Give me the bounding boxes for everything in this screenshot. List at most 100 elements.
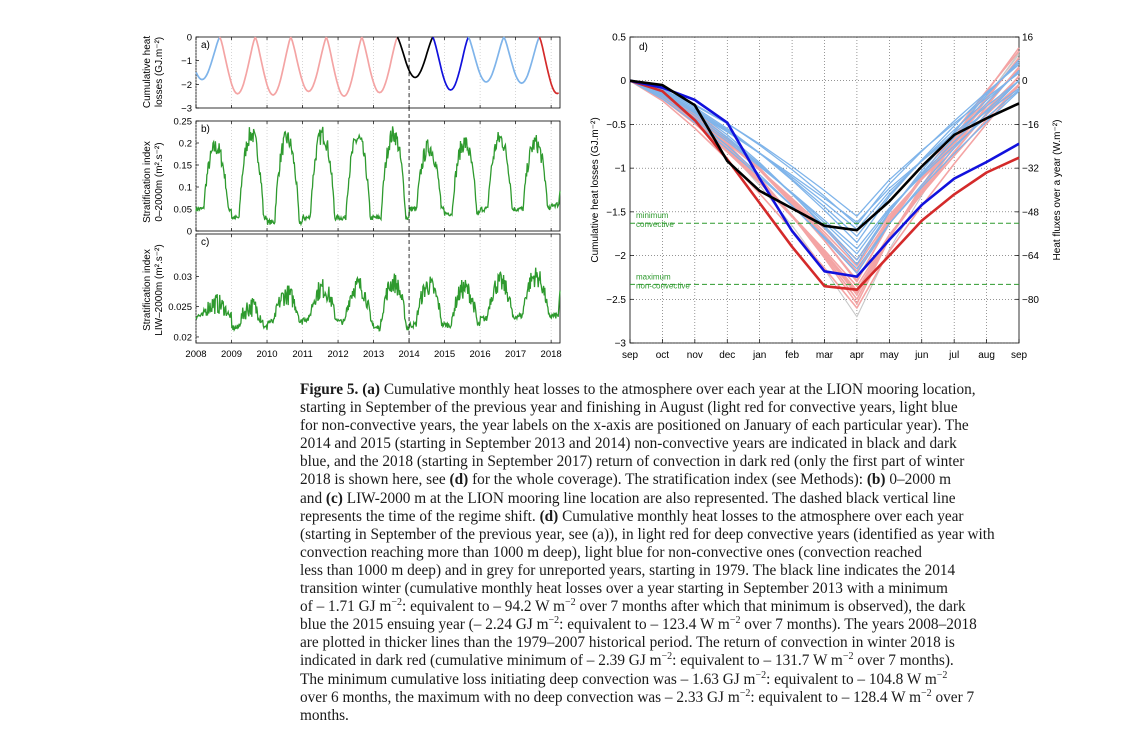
caption-superscript: −2	[565, 597, 576, 609]
caption-line: are plotted in thicker lines than the 19…	[300, 634, 955, 652]
x-tick-label: 2014	[399, 349, 420, 360]
panel-a-ylabel-2: losses (GJ.m⁻²)	[154, 37, 165, 107]
panel-a-year-curve	[361, 36, 399, 94]
caption-bold: (d)	[449, 471, 469, 489]
x-tick-label: 2015	[434, 349, 455, 360]
x-tick-label: jul	[948, 350, 959, 361]
panel-d-label: d)	[639, 42, 648, 53]
panel-a-year-curve	[503, 36, 541, 85]
y-tick-label: −1	[181, 56, 192, 67]
caption-line: transition winter (cumulative monthly he…	[300, 580, 948, 598]
caption-line: 2018 is shown here, see (d) for the whol…	[300, 471, 951, 489]
caption-line: for non-convective years, the year label…	[300, 417, 969, 435]
panel-c-label: c)	[201, 237, 209, 248]
y-tick-label-right: −80	[1022, 295, 1039, 306]
caption-line: blue, and the 2018 (starting in Septembe…	[300, 453, 965, 471]
x-tick-label: 2008	[185, 349, 206, 360]
x-tick-label: 2012	[327, 349, 348, 360]
caption-line: represents the time of the regime shift.…	[300, 507, 964, 525]
panel-d-ylabel: Cumulative heat losses (GJ.m⁻²)	[590, 117, 601, 262]
y-tick-label: 0	[187, 33, 192, 44]
x-tick-label: 2011	[292, 349, 312, 360]
caption-line: over 6 months, the maximum with no deep …	[300, 687, 975, 706]
y-tick-label: −2	[181, 80, 192, 91]
caption-superscript: −2	[661, 651, 673, 663]
year-2015-line	[629, 79, 1020, 278]
panel-a-year-curve	[467, 36, 505, 83]
y-tick-label: 0.05	[174, 205, 193, 216]
y-tick-label: 0.15	[174, 161, 193, 172]
y-tick-label: 0.25	[174, 117, 193, 128]
panel-a-year-curve	[396, 36, 434, 79]
caption-line: starting in September of the previous ye…	[300, 399, 958, 417]
non-convective-year-line	[629, 80, 1020, 270]
x-tick-label: sep	[622, 350, 639, 361]
caption-bold: (a)	[362, 381, 381, 398]
panel-c-ylabel-2: LIW–2000m (m².s⁻²)	[154, 244, 165, 335]
caption-superscript: −2	[921, 687, 932, 699]
x-tick-label: sep	[1011, 350, 1028, 361]
caption-bold: (c)	[325, 489, 343, 507]
x-tick-label: 2018	[541, 349, 562, 360]
convective-year-line	[629, 80, 1020, 309]
threshold-label: non-convective	[636, 281, 690, 290]
threshold-label: maximum	[636, 272, 671, 281]
y-tick-label: 0.025	[168, 302, 192, 313]
threshold-label: minimum	[636, 211, 669, 220]
y-tick-label-right: −32	[1022, 164, 1039, 175]
non-convective-year-line	[629, 80, 1020, 250]
panel-a-ylabel: Cumulative heat	[142, 36, 153, 108]
threshold-label: convective	[636, 220, 674, 229]
figure-5-panels: 0 −1 −2 −3 a) 0.25 0.2 0.15 0.1 0.05 0 b) 0.03 0.025 0…	[142, 33, 1063, 362]
caption-line: indicated in dark red (cumulative minimu…	[300, 651, 954, 670]
panel-b-ylabel: Stratification index	[142, 141, 153, 223]
x-tick-label: jun	[914, 350, 928, 361]
y-tick-label-right: 16	[1022, 33, 1034, 44]
panel-b-series	[195, 126, 561, 227]
year-2014-line	[629, 79, 1020, 232]
caption-line: less than 1000 m deep) and in grey for u…	[300, 561, 956, 579]
panel-a-year-curve	[325, 36, 363, 98]
x-tick-label: 2017	[505, 349, 526, 360]
caption-line: (starting in September of the previous y…	[300, 525, 995, 543]
y-tick-label: −2.5	[606, 295, 626, 306]
panel-a-year-curve	[432, 36, 470, 91]
panel-a-year-curve	[290, 36, 328, 93]
y-tick-label: 0	[620, 76, 626, 87]
x-tick-label: 2009	[221, 349, 242, 360]
x-tick-label: nov	[687, 350, 703, 361]
panel-d-ylabel-right: Heat fluxes over a year (W.m⁻²)	[1052, 120, 1063, 261]
panel-a-year-curve	[538, 36, 559, 95]
y-tick-label-right: −64	[1022, 251, 1039, 262]
y-tick-label: −3	[181, 104, 192, 115]
panel-a-year-curve	[219, 36, 257, 95]
y-tick-label-right: 0	[1022, 76, 1028, 87]
convective-year-line	[629, 67, 1020, 274]
x-tick-label: oct	[656, 350, 670, 361]
x-tick-label: 2016	[470, 349, 491, 360]
y-tick-label: −1	[615, 164, 627, 175]
x-tick-label: mar	[816, 350, 834, 361]
y-tick-label-right: −16	[1022, 120, 1039, 131]
non-convective-year-line	[629, 61, 1020, 244]
caption-superscript: −2	[755, 669, 767, 681]
caption-superscript: −2	[739, 687, 751, 699]
y-tick-label: −1.5	[606, 207, 626, 218]
y-tick-label: −0.5	[606, 120, 626, 131]
x-tick-label: 2010	[256, 349, 277, 360]
panel-a-label: a)	[201, 40, 210, 51]
y-tick-label: 0.2	[179, 139, 192, 150]
x-tick-label: jan	[752, 350, 766, 361]
y-tick-label: 0.02	[174, 332, 193, 343]
panel-a-year-curve	[195, 36, 221, 81]
caption-line: convection reaching more than 1000 m dee…	[300, 543, 922, 561]
y-tick-label-right: −48	[1022, 207, 1039, 218]
x-tick-label: feb	[785, 350, 799, 361]
panel-c-series	[195, 267, 561, 332]
x-tick-label: aug	[978, 350, 995, 361]
y-tick-label: 0.1	[179, 183, 192, 194]
panel-b-ylabel-2: 0–2000m (m².s⁻²)	[154, 142, 165, 221]
x-tick-label: may	[880, 350, 899, 361]
caption-bold: Figure 5.	[300, 381, 359, 398]
panel-b-label: b)	[201, 124, 210, 135]
